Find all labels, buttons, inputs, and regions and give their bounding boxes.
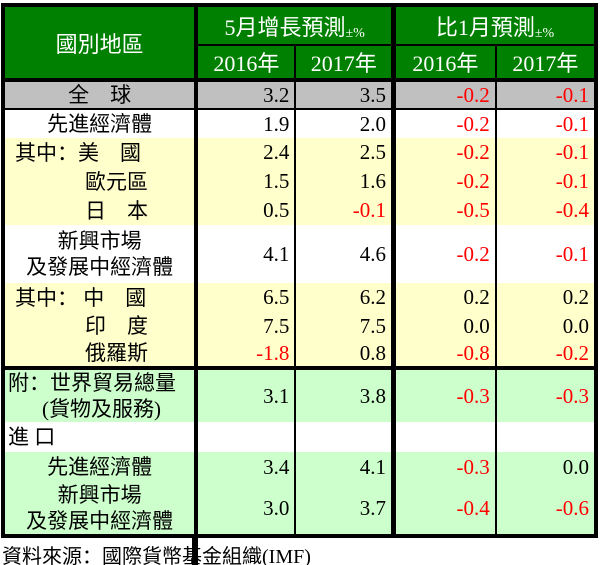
value-cell: -0.3	[393, 452, 497, 482]
value-cell: -0.1	[495, 138, 596, 167]
value-cell: -0.6	[495, 482, 596, 536]
value-cell	[393, 422, 497, 452]
value-cell: -0.1	[495, 109, 596, 138]
row-label: 進 口	[3, 422, 199, 452]
value-cell: 1.6	[295, 167, 397, 196]
value-cell: -0.2	[495, 340, 596, 370]
header-region: 國別地區	[3, 5, 199, 82]
value-cell	[295, 422, 397, 452]
row-label: 俄羅斯	[3, 340, 199, 370]
value-cell: -0.3	[495, 368, 596, 422]
value-cell: -0.1	[495, 80, 596, 110]
row-label: 其中： 中 國	[3, 283, 199, 312]
table-row-india: 印 度 7.5 7.5 0.0 0.0	[3, 312, 596, 340]
row-label: 先進經濟體	[3, 452, 199, 482]
value-cell: 2.5	[295, 138, 397, 167]
value-cell: -0.3	[393, 368, 497, 422]
value-cell	[196, 422, 297, 452]
table-row-japan: 日 本 0.5 -0.1 -0.5 -0.4	[3, 196, 596, 225]
table-row-emerging: 新興市場 及發展中經濟體 4.1 4.6 -0.2 -0.1	[3, 225, 596, 283]
value-cell: 0.0	[393, 312, 497, 340]
value-cell: -0.4	[495, 196, 596, 225]
value-cell: -0.2	[393, 225, 497, 283]
header-year-may-2016: 2016年	[196, 45, 297, 82]
value-cell: 3.1	[196, 368, 297, 422]
header-may-forecast-label: 5月增長預測	[224, 14, 346, 40]
value-cell: 4.1	[295, 452, 397, 482]
plus-minus-percent: ±%	[534, 25, 555, 41]
header-may-forecast: 5月增長預測±%	[196, 5, 397, 46]
row-label: 新興市場 及發展中經濟體	[3, 225, 199, 283]
table-row-russia: 俄羅斯 -1.8 0.8 -0.8 -0.2	[3, 340, 596, 370]
header-year-may-2017: 2017年	[295, 45, 397, 82]
value-cell: 3.0	[196, 482, 297, 536]
forecast-table: 國別地區 5月增長預測±% 比1月預測±% 2016年 2017年 2016年 …	[1, 3, 598, 538]
table-row-world-trade: 附：世界貿易總量 (貨物及服務) 3.1 3.8 -0.3 -0.3	[3, 368, 596, 422]
table-row-imports-advanced: 先進經濟體 3.4 4.1 -0.3 0.0	[3, 452, 596, 482]
value-cell: -0.2	[393, 167, 497, 196]
value-cell: -0.4	[393, 482, 497, 536]
row-label: 印 度	[3, 312, 199, 340]
value-cell: 7.5	[196, 312, 297, 340]
table-row-us: 其中：美 國 2.4 2.5 -0.2 -0.1	[3, 138, 596, 167]
value-cell: 3.7	[295, 482, 397, 536]
value-cell: 0.2	[495, 283, 596, 312]
value-cell: 3.8	[295, 368, 397, 422]
value-cell: 0.0	[495, 452, 596, 482]
table-row-imports-emerging: 新興市場 及發展中經濟體 3.0 3.7 -0.4 -0.6	[3, 482, 596, 536]
row-label: 先進經濟體	[3, 109, 199, 138]
value-cell: 3.2	[196, 80, 297, 110]
value-cell	[495, 422, 596, 452]
value-cell: 0.2	[393, 283, 497, 312]
value-cell: -0.2	[393, 80, 497, 110]
value-cell: 0.5	[196, 196, 297, 225]
value-cell: -0.2	[393, 138, 497, 167]
value-cell: 6.5	[196, 283, 297, 312]
row-label: 附：世界貿易總量 (貨物及服務)	[3, 368, 199, 422]
column-border-artifact	[192, 536, 198, 565]
table-row-advanced: 先進經濟體 1.9 2.0 -0.2 -0.1	[3, 109, 596, 138]
value-cell: 0.0	[495, 312, 596, 340]
value-cell: 1.9	[196, 109, 297, 138]
source-note: 資料來源：國際貨幣基金組織(IMF)	[2, 546, 311, 565]
value-cell: 7.5	[295, 312, 397, 340]
value-cell: 3.4	[196, 452, 297, 482]
value-cell: 2.0	[295, 109, 397, 138]
row-label: 其中：美 國	[3, 138, 199, 167]
row-label: 全 球	[3, 80, 199, 110]
header-vs-january-label: 比1月預測	[435, 14, 535, 40]
value-cell: 4.1	[196, 225, 297, 283]
value-cell: -0.1	[295, 196, 397, 225]
value-cell: 6.2	[295, 283, 397, 312]
table-row-eurozone: 歐元區 1.5 1.6 -0.2 -0.1	[3, 167, 596, 196]
value-cell: 3.5	[295, 80, 397, 110]
value-cell: -1.8	[196, 340, 297, 370]
value-cell: -0.1	[495, 167, 596, 196]
value-cell: -0.2	[393, 109, 497, 138]
value-cell: -0.1	[495, 225, 596, 283]
table-row-china: 其中： 中 國 6.5 6.2 0.2 0.2	[3, 283, 596, 312]
value-cell: -0.8	[393, 340, 497, 370]
header-vs-january: 比1月預測±%	[393, 5, 596, 46]
plus-minus-percent: ±%	[345, 25, 365, 41]
header-year-jan-2016: 2016年	[393, 45, 497, 82]
row-label: 歐元區	[3, 167, 199, 196]
value-cell: 2.4	[196, 138, 297, 167]
value-cell: -0.5	[393, 196, 497, 225]
row-label: 日 本	[3, 196, 199, 225]
table-row-global: 全 球 3.2 3.5 -0.2 -0.1	[3, 80, 596, 110]
value-cell: 1.5	[196, 167, 297, 196]
header-year-jan-2017: 2017年	[495, 45, 596, 82]
value-cell: 0.8	[295, 340, 397, 370]
row-label: 新興市場 及發展中經濟體	[3, 482, 199, 536]
table-row-imports: 進 口	[3, 422, 596, 452]
value-cell: 4.6	[295, 225, 397, 283]
